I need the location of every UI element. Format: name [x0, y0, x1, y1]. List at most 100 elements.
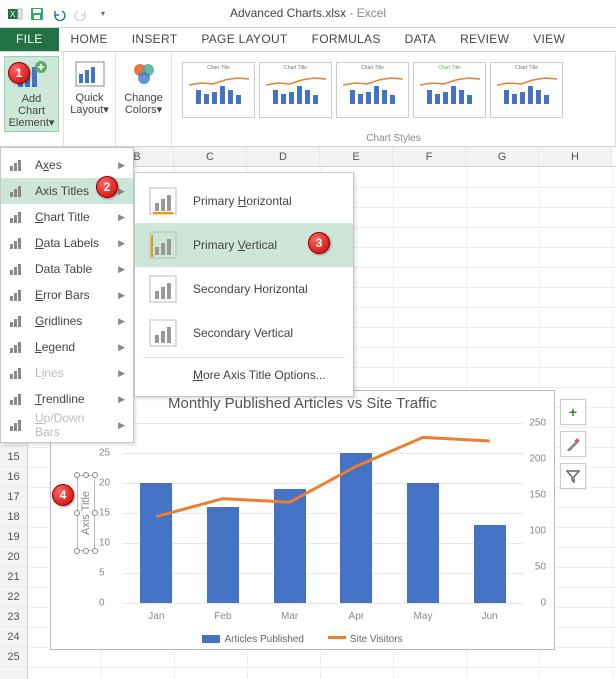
qat-customize-icon[interactable]: ▾ [94, 5, 112, 23]
chart-style-2[interactable]: Chart Title [259, 62, 332, 118]
menu-label: Trendline [35, 392, 85, 406]
menu-label: Axes [35, 158, 62, 172]
menu-trendline[interactable]: Trendline▶ [1, 386, 133, 412]
chart-legend[interactable]: Articles Published Site Visitors [51, 634, 554, 645]
submenu-primary-horizontal[interactable]: Primary Horizontal [135, 179, 353, 223]
menu-error-bars[interactable]: Error Bars▶ [1, 282, 133, 308]
bar-Feb[interactable] [207, 507, 239, 603]
axis-title-placeholder[interactable]: Axis Title [77, 475, 95, 551]
x-tick: Jan [148, 611, 164, 622]
menu-gridlines[interactable]: Gridlines ▶ [1, 308, 133, 334]
chart-icon [9, 391, 27, 407]
row-23[interactable]: 23 [0, 607, 27, 627]
menu-legend[interactable]: Legend▶ [1, 334, 133, 360]
change-colors-label: ChangeColors▾ [124, 92, 163, 116]
more-axis-title-options[interactable]: More Axis Title Options... [135, 360, 353, 390]
submenu-label: Primary Vertical [193, 238, 277, 252]
chart-style-5[interactable]: Chart Title [490, 62, 563, 118]
col-E[interactable]: E [320, 147, 393, 166]
submenu-arrow-icon: ▶ [118, 186, 125, 197]
row-19[interactable]: 19 [0, 527, 27, 547]
submenu-secondary-horizontal[interactable]: Secondary Horizontal [135, 267, 353, 311]
y1-tick: 5 [99, 568, 105, 579]
submenu-arrow-icon: ▶ [118, 212, 125, 223]
col-G[interactable]: G [466, 147, 539, 166]
row-24[interactable]: 24 [0, 627, 27, 647]
callout-3: 3 [308, 232, 330, 254]
filename: Advanced Charts.xlsx [230, 6, 346, 20]
axis-titles-submenu: Primary Horizontal Primary Vertical Second… [134, 172, 354, 397]
row-15[interactable]: 15 [0, 447, 27, 467]
tab-insert[interactable]: INSERT [120, 28, 190, 51]
col-F[interactable]: F [393, 147, 466, 166]
ribbon-tabs: FILE HOME INSERT PAGE LAYOUT FORMULAS DA… [0, 28, 616, 52]
submenu-secondary-vertical[interactable]: Secondary Vertical [135, 311, 353, 355]
quick-layout-label: QuickLayout▾ [70, 92, 109, 116]
bar-Jan[interactable] [140, 483, 172, 603]
chart-styles-button[interactable] [560, 431, 586, 457]
window-title: Advanced Charts.xlsx - Excel [230, 6, 386, 20]
chart-icon [9, 417, 27, 433]
y1-tick: 10 [99, 538, 110, 549]
col-H[interactable]: H [539, 147, 612, 166]
undo-icon[interactable] [50, 5, 68, 23]
row-20[interactable]: 20 [0, 547, 27, 567]
quick-layout-button[interactable]: QuickLayout▾ [66, 56, 113, 118]
tab-review[interactable]: REVIEW [448, 28, 521, 51]
bar-Mar[interactable] [274, 489, 306, 603]
add-chart-element-label: Add ChartElement▾ [9, 93, 55, 129]
tab-home[interactable]: HOME [59, 28, 120, 51]
chart-filters-button[interactable] [560, 463, 586, 489]
submenu-label: Primary Horizontal [193, 194, 292, 208]
menu-data-table[interactable]: Data Table▶ [1, 256, 133, 282]
chart-styles-gallery[interactable]: Chart Title Chart Title Chart Title Char… [178, 56, 609, 124]
tab-data[interactable]: DATA [393, 28, 448, 51]
x-tick: Apr [349, 611, 365, 622]
axis-title-icon [149, 187, 177, 215]
axis-title-icon [149, 231, 177, 259]
menu-label: Gridlines [35, 314, 82, 328]
titlebar: X ▾ Advanced Charts.xlsx - Excel [0, 0, 616, 28]
legend-series-1: Articles Published [202, 634, 303, 645]
y2-tick: 100 [529, 526, 546, 537]
tab-view[interactable]: VIEW [521, 28, 577, 51]
chart-icon [9, 365, 27, 381]
redo-icon[interactable] [72, 5, 90, 23]
tab-file[interactable]: FILE [0, 28, 59, 51]
col-D[interactable]: D [247, 147, 320, 166]
chart-style-1[interactable]: Chart Title [182, 62, 255, 118]
chart-elements-button[interactable]: + [560, 399, 586, 425]
row-21[interactable]: 21 [0, 567, 27, 587]
chart-style-4[interactable]: Chart Title [413, 62, 486, 118]
menu-label: Data Table [35, 262, 92, 276]
y2-tick: 50 [535, 562, 546, 573]
y2-tick: 0 [540, 598, 546, 609]
menu-label: Error Bars [35, 288, 90, 302]
row-16[interactable]: 16 [0, 467, 27, 487]
row-18[interactable]: 18 [0, 507, 27, 527]
callout-2: 2 [96, 176, 118, 198]
menu-lines: Lines▶ [1, 360, 133, 386]
submenu-arrow-icon: ▶ [118, 238, 125, 249]
save-icon[interactable] [28, 5, 46, 23]
menu-data-labels[interactable]: Data Labels▶ [1, 230, 133, 256]
row-17[interactable]: 17 [0, 487, 27, 507]
bar-Apr[interactable] [340, 453, 372, 603]
row-25[interactable]: 25 [0, 647, 27, 667]
menu-chart-title[interactable]: Chart Title▶ [1, 204, 133, 230]
col-C[interactable]: C [174, 147, 247, 166]
chart-style-3[interactable]: Chart Title [336, 62, 409, 118]
submenu-arrow-icon: ▶ [118, 342, 125, 353]
tab-pagelayout[interactable]: PAGE LAYOUT [189, 28, 299, 51]
row-22[interactable]: 22 [0, 587, 27, 607]
submenu-arrow-icon: ▶ [118, 316, 125, 327]
bar-Jun[interactable] [474, 525, 506, 603]
tab-formulas[interactable]: FORMULAS [300, 28, 393, 51]
y1-tick: 20 [99, 478, 110, 489]
chart-plot-area[interactable] [123, 423, 523, 603]
bar-May[interactable] [407, 483, 439, 603]
chart-icon [9, 261, 27, 277]
change-colors-button[interactable]: ChangeColors▾ [120, 56, 167, 118]
chart-icon [9, 287, 27, 303]
menu-axes[interactable]: Axes▶ [1, 152, 133, 178]
